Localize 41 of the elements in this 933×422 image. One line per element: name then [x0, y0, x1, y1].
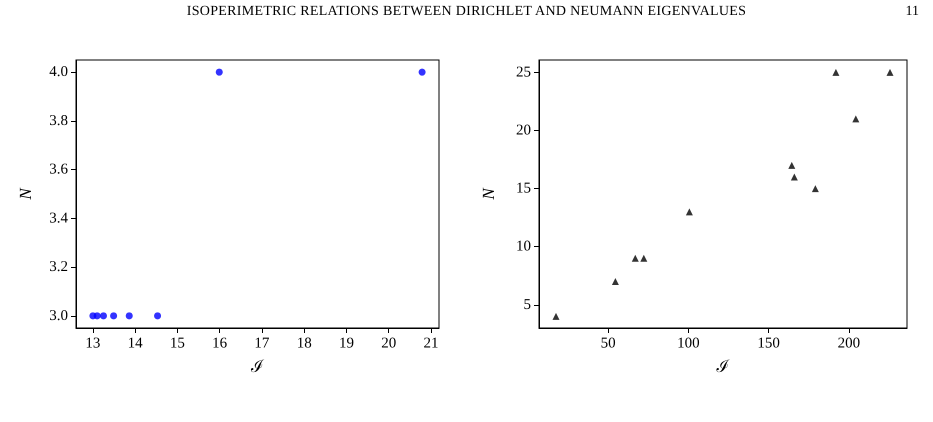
y-tick-label: 5: [524, 296, 531, 313]
x-tick-label: 19: [338, 336, 354, 352]
x-tick-label: 18: [296, 336, 312, 352]
text: ISOPERIMETRIC RELATIONS BETWEEN DIRICHLET AND NEUMANN EIGENVALUES: [186, 4, 746, 19]
point: [640, 254, 648, 262]
x-tick-label: 14: [128, 336, 144, 352]
y-tick-label: 3.4: [49, 210, 68, 226]
y-tick-label: 25: [516, 64, 531, 80]
point: [812, 185, 819, 192]
point: [788, 162, 796, 169]
point: [552, 312, 560, 320]
x-tick-label: 13: [85, 336, 100, 352]
x-axis-title: ℐ: [716, 357, 730, 376]
x-tick-label: 15: [170, 336, 185, 352]
y-axis-title: N: [16, 186, 35, 201]
y-tick-label: 3.0: [49, 308, 68, 324]
point: [852, 115, 860, 122]
x-tick-label: 21: [423, 336, 438, 352]
y-tick-label: 20: [516, 122, 531, 139]
point: [832, 68, 840, 76]
point: [790, 173, 798, 180]
y-tick-label: 10: [516, 238, 531, 255]
point: [886, 68, 894, 76]
x-tick-label: 200: [838, 336, 860, 352]
y-tick-label: 3.8: [49, 112, 68, 129]
y-tick-label: 3.6: [49, 162, 68, 178]
y-tick-label: 3.2: [49, 259, 68, 276]
y-tick-label: 15: [516, 180, 531, 197]
point: [632, 254, 639, 262]
x-tick-label: 20: [381, 336, 396, 352]
x-tick-label: 50: [600, 336, 616, 352]
point: [686, 208, 693, 216]
y-tick-label: 4.0: [49, 64, 68, 80]
x-tick-label: 100: [677, 336, 700, 352]
point: [612, 278, 619, 286]
x-axis-title: ℐ: [250, 357, 265, 376]
y-axis-title: N: [479, 186, 498, 201]
x-tick-label: 17: [254, 336, 270, 352]
x-tick-label: 150: [757, 336, 780, 352]
x-tick-label: 16: [212, 336, 228, 352]
text: 11: [906, 4, 919, 20]
